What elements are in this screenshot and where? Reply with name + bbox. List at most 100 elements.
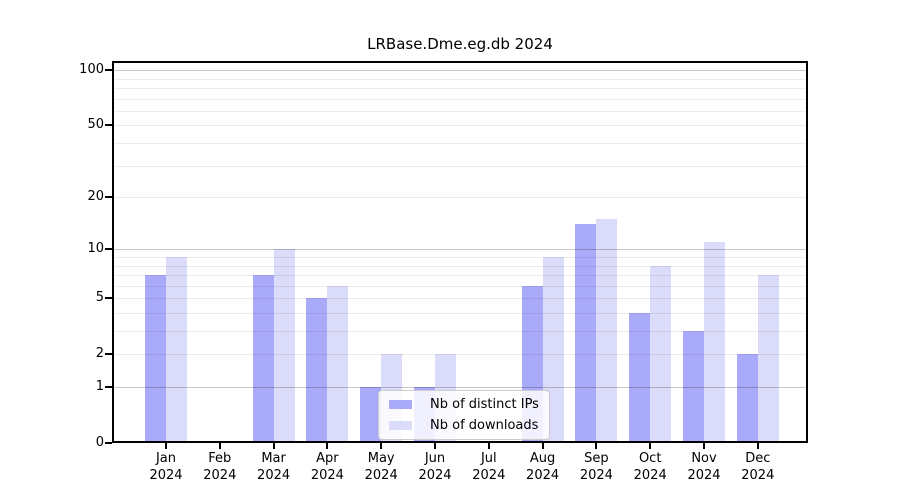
x-axis-line (112, 441, 808, 443)
chart-title: LRBase.Dme.eg.db 2024 (367, 35, 553, 53)
x-tick-label-month: Dec (745, 451, 771, 466)
legend-item-downloads: Nb of downloads (389, 417, 539, 434)
bar-downloads-sep-2024 (596, 219, 618, 443)
gridline-minor-9 (112, 257, 808, 258)
x-tick-label-may-2024: May 2024 (349, 450, 413, 484)
x-tick-label-year: 2024 (418, 468, 452, 483)
y-tick-1 (105, 386, 112, 388)
x-tick-label-month: Apr (316, 451, 339, 466)
x-tick-oct-2024 (649, 443, 652, 449)
y-tick-label-5: 5 (95, 290, 104, 306)
gridline-minor-8 (112, 265, 808, 267)
x-tick-label-nov-2024: Nov 2024 (672, 450, 736, 484)
bar-downloads-oct-2024 (650, 265, 672, 443)
x-tick-label-oct-2024: Oct 2024 (618, 450, 682, 484)
x-tick-label-month: Jan (155, 451, 177, 466)
y-tick-label-100: 100 (79, 62, 104, 78)
x-tick-label-mar-2024: Mar 2024 (242, 450, 306, 484)
gridline-minor-30 (112, 165, 808, 167)
x-tick-nov-2024 (703, 443, 705, 449)
y-tick-5 (105, 297, 112, 300)
bar-distinct-ips-nov-2024 (683, 331, 704, 443)
gridline-minor-70 (112, 98, 808, 100)
x-tick-jul-2024 (487, 443, 490, 449)
plot-border-right (806, 61, 808, 443)
x-tick-jan-2024 (165, 443, 167, 449)
x-tick-jun-2024 (434, 443, 436, 449)
bar-distinct-ips-apr-2024 (306, 298, 328, 443)
x-tick-label-year: 2024 (257, 468, 291, 483)
bar-downloads-jan-2024 (166, 257, 187, 443)
x-tick-label-year: 2024 (310, 468, 344, 483)
y-tick-label-1: 1 (95, 379, 104, 394)
y-tick-20 (105, 196, 112, 199)
gridline-minor-50 (112, 125, 808, 127)
bar-distinct-ips-oct-2024 (629, 313, 651, 443)
x-tick-label-sep-2024: Sep 2024 (564, 450, 628, 484)
gridline-minor-6 (112, 285, 808, 287)
gridline-minor-20 (112, 197, 808, 199)
y-tick-label-10: 10 (87, 241, 104, 257)
bar-downloads-dec-2024 (757, 275, 779, 443)
x-tick-sep-2024 (595, 443, 598, 449)
x-tick-label-month: May (367, 451, 395, 466)
y-tick-50 (105, 124, 112, 127)
gridline-major-100 (112, 70, 808, 72)
legend-item-distinct-ips: Nb of distinct IPs (389, 396, 539, 413)
x-tick-apr-2024 (326, 443, 329, 449)
x-tick-label-jul-2024: Jul 2024 (457, 450, 521, 484)
gridline-minor-60 (112, 110, 808, 112)
gridline-minor-4 (112, 313, 808, 314)
bar-distinct-ips-sep-2024 (575, 224, 597, 443)
y-tick-10 (105, 248, 112, 251)
x-tick-label-month: Jun (424, 451, 446, 466)
y-tick-label-0: 0 (95, 435, 104, 450)
gridline-major-1 (112, 387, 808, 388)
y-axis-line (112, 61, 114, 443)
x-tick-label-feb-2024: Feb 2024 (188, 450, 252, 484)
legend-swatch-distinct-ips (389, 400, 412, 409)
gridline-minor-40 (112, 143, 808, 144)
plot-border-top (112, 61, 808, 63)
x-tick-label-aug-2024: Aug 2024 (511, 450, 575, 484)
x-tick-label-jun-2024: Jun 2024 (403, 450, 467, 484)
x-tick-mar-2024 (272, 443, 275, 449)
x-tick-label-month: Mar (261, 451, 286, 466)
legend-label-downloads: Nb of downloads (430, 417, 539, 433)
gridline-minor-90 (112, 78, 808, 80)
x-tick-label-month: Sep (584, 451, 609, 466)
x-tick-label-year: 2024 (149, 468, 183, 483)
x-tick-label-year: 2024 (633, 468, 667, 483)
x-tick-label-year: 2024 (472, 468, 506, 483)
gridline-minor-80 (112, 88, 808, 89)
x-tick-may-2024 (380, 443, 383, 449)
bar-downloads-apr-2024 (327, 285, 349, 443)
bar-downloads-nov-2024 (704, 242, 725, 443)
gridline-minor-3 (112, 331, 808, 332)
x-tick-aug-2024 (541, 443, 544, 449)
plot-area (112, 61, 808, 443)
x-tick-label-year: 2024 (203, 468, 237, 483)
legend-label-distinct-ips: Nb of distinct IPs (430, 396, 539, 412)
x-tick-dec-2024 (756, 443, 759, 449)
bar-distinct-ips-dec-2024 (736, 354, 758, 443)
legend: Nb of distinct IPs Nb of downloads (378, 390, 550, 440)
gridline-minor-2 (112, 354, 808, 356)
legend-swatch-downloads (389, 421, 412, 430)
x-tick-label-year: 2024 (526, 468, 560, 483)
y-tick-label-20: 20 (87, 189, 104, 205)
y-tick-100 (105, 69, 112, 72)
gridline-major-10 (112, 249, 808, 251)
x-tick-label-dec-2024: Dec 2024 (726, 450, 790, 484)
bar-distinct-ips-may-2024 (360, 387, 382, 443)
bar-distinct-ips-jan-2024 (145, 275, 166, 443)
x-tick-label-year: 2024 (687, 468, 721, 483)
bar-distinct-ips-mar-2024 (252, 275, 274, 443)
x-tick-label-apr-2024: Apr 2024 (295, 450, 359, 484)
y-tick-2 (105, 353, 112, 356)
y-tick-0 (105, 442, 112, 444)
x-tick-label-month: Oct (638, 451, 662, 466)
x-tick-label-year: 2024 (741, 468, 775, 483)
gridline-minor-5 (112, 298, 808, 300)
